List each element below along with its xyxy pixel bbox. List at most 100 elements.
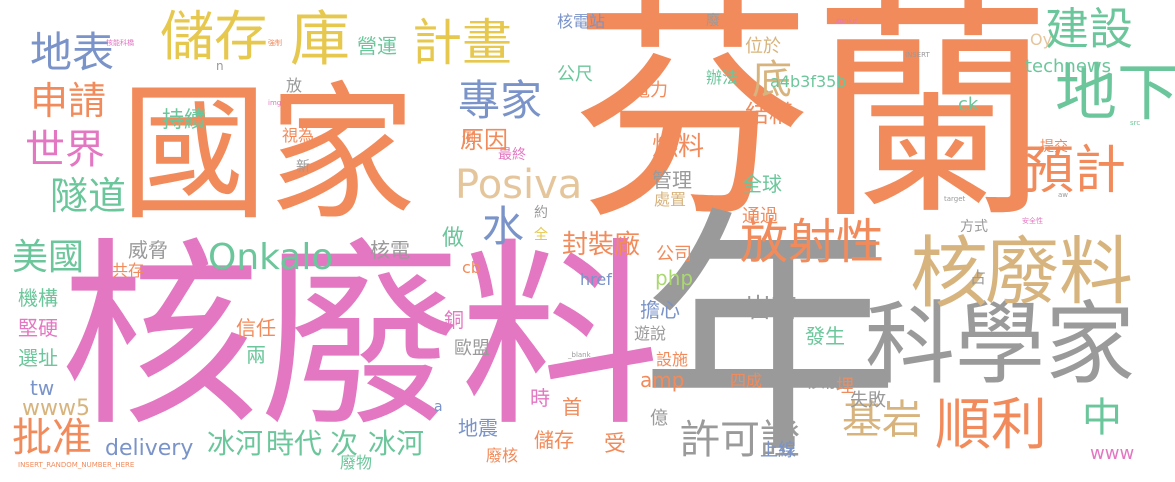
word-cloud-word: 時代 — [266, 427, 323, 460]
word-cloud-word: 放 — [286, 76, 303, 95]
word-cloud-word: 儲存 — [160, 5, 268, 68]
word-cloud-word: 科學家 — [865, 292, 1135, 397]
word-cloud-word: 遊說 — [634, 324, 667, 343]
word-cloud-word: 受 — [604, 432, 627, 457]
word-cloud-word: target — [944, 195, 966, 203]
word-cloud-word: 國家 — [120, 68, 416, 240]
word-cloud-word: 基岩 — [842, 397, 922, 443]
word-cloud-word: 位於 — [745, 36, 781, 57]
word-cloud-word: 核 — [910, 229, 989, 319]
word-cloud-word: 申請 — [30, 79, 107, 123]
word-cloud-word: delivery — [105, 436, 194, 461]
word-cloud-word: 兩 — [246, 343, 266, 367]
word-cloud-word: 做 — [442, 226, 465, 251]
word-cloud-word: Posiva — [455, 162, 583, 208]
word-cloud-word: 地下 — [1055, 56, 1175, 129]
word-cloud-word: Onkalo — [208, 237, 334, 278]
word-cloud-word: 核能科橋 — [106, 39, 134, 47]
word-cloud-word: 廢物 — [340, 453, 373, 472]
word-cloud-word: 中 — [1082, 395, 1122, 441]
word-cloud-word: 建設 — [1045, 4, 1133, 55]
word-cloud-word: 核電 — [370, 238, 410, 262]
word-cloud-word: tw — [30, 376, 55, 400]
word-cloud-word: a — [434, 399, 443, 415]
word-cloud-word: 最終 — [498, 147, 526, 163]
word-cloud-word: n — [216, 59, 224, 73]
word-cloud-word: 埋 — [836, 376, 854, 397]
word-cloud-word: 燃料 — [652, 132, 705, 162]
word-cloud-word: 全球 — [742, 172, 782, 196]
word-cloud-word: a4b3f35b — [770, 72, 847, 91]
word-cloud-word: 結構 — [745, 100, 793, 128]
word-cloud-word: href — [580, 270, 612, 289]
word-cloud-word: 許可證 — [680, 417, 800, 463]
word-cloud-word: Oy — [1030, 30, 1053, 49]
word-cloud-word: 岩石 — [745, 294, 798, 324]
word-cloud-word: 放射性 — [740, 214, 885, 270]
word-cloud-word: 公司 — [656, 244, 692, 265]
word-cloud-word: 公尺 — [557, 64, 593, 85]
word-cloud-word: 計畫 — [412, 14, 512, 72]
word-cloud-word: 銅 — [444, 308, 464, 332]
word-cloud-word: 擔心 — [640, 298, 680, 322]
word-cloud-word: 歐盟 — [454, 338, 490, 359]
word-cloud-word: www — [1090, 443, 1135, 464]
word-cloud-word: 堅硬 — [18, 316, 58, 340]
word-cloud-word: 信任 — [236, 316, 276, 340]
word-cloud-word: 時 — [530, 386, 550, 410]
word-cloud-word: 安全性 — [1022, 217, 1043, 225]
word-cloud-word: 冰河 — [207, 427, 264, 460]
word-cloud-word: 廢核 — [486, 446, 519, 465]
word-cloud-word: 威脅 — [128, 238, 168, 262]
word-cloud-word: 封裝廠 — [562, 230, 641, 260]
word-cloud-word: INSERT — [905, 51, 930, 59]
word-cloud-word: www5 — [22, 396, 90, 421]
word-cloud-word: 美國 — [12, 237, 85, 278]
word-cloud-word: 新 — [296, 159, 310, 175]
word-cloud-word: 方式 — [960, 219, 988, 235]
word-cloud-word: 強制 — [268, 39, 282, 47]
word-cloud-word: 占 — [970, 268, 987, 287]
word-cloud-word: cb — [462, 258, 481, 277]
word-cloud-word: 首 — [562, 395, 582, 419]
word-cloud-word: 提交 — [1040, 139, 1068, 155]
word-cloud-word: src — [1130, 119, 1141, 127]
word-cloud-word: 四成 — [730, 371, 763, 390]
word-cloud-word: 水 — [482, 202, 525, 251]
word-cloud-word: 次 — [330, 427, 359, 460]
word-cloud-word: 共存 — [112, 261, 145, 280]
word-cloud-word: 上線 — [760, 440, 796, 461]
word-cloud-word: 芬蘭 — [572, 0, 1053, 252]
word-cloud-word: 電力 — [632, 80, 668, 101]
word-cloud-word: 視為 — [282, 126, 315, 145]
word-cloud-word: 庫 — [290, 5, 350, 75]
word-cloud-word: 核廢料 — [60, 221, 661, 454]
word-cloud-word: INSERT_RANDOM_NUMBER_HERE — [18, 461, 135, 469]
word-cloud-word: 設施 — [656, 350, 689, 369]
word-cloud-word: 儲存 — [534, 428, 574, 452]
word-cloud-word: 冰河 — [368, 427, 425, 460]
word-cloud-word: amp — [640, 368, 685, 392]
word-cloud-word: 廢 — [706, 13, 720, 29]
word-cloud-word: 辦法 — [706, 68, 739, 87]
word-cloud-word: 地震 — [458, 416, 498, 440]
word-cloud-word: ck — [958, 94, 979, 115]
word-cloud-word: 預計 — [1022, 141, 1127, 201]
word-cloud-word: 發生 — [805, 324, 845, 348]
word-cloud-word: img — [268, 99, 282, 107]
word-cloud-word: 選址 — [18, 346, 58, 370]
word-cloud-word: 年 — [640, 187, 900, 482]
word-cloud-word: 例 — [462, 131, 476, 147]
word-cloud-word: 核電站 — [557, 12, 606, 31]
word-cloud-word: 底 — [752, 57, 792, 103]
word-cloud-word: 億 — [650, 408, 668, 429]
word-cloud-word: 批准 — [12, 415, 92, 461]
word-cloud-word: 營運 — [357, 34, 397, 58]
word-cloud-word: 原因 — [460, 126, 508, 154]
word-cloud-word: 廢料 — [985, 229, 1133, 315]
word-cloud-word: 處置 — [654, 190, 687, 209]
word-cloud-word: aw — [1058, 191, 1069, 199]
word-cloud-word: 管理 — [652, 168, 692, 192]
word-cloud-word: 失敗 — [850, 390, 886, 411]
